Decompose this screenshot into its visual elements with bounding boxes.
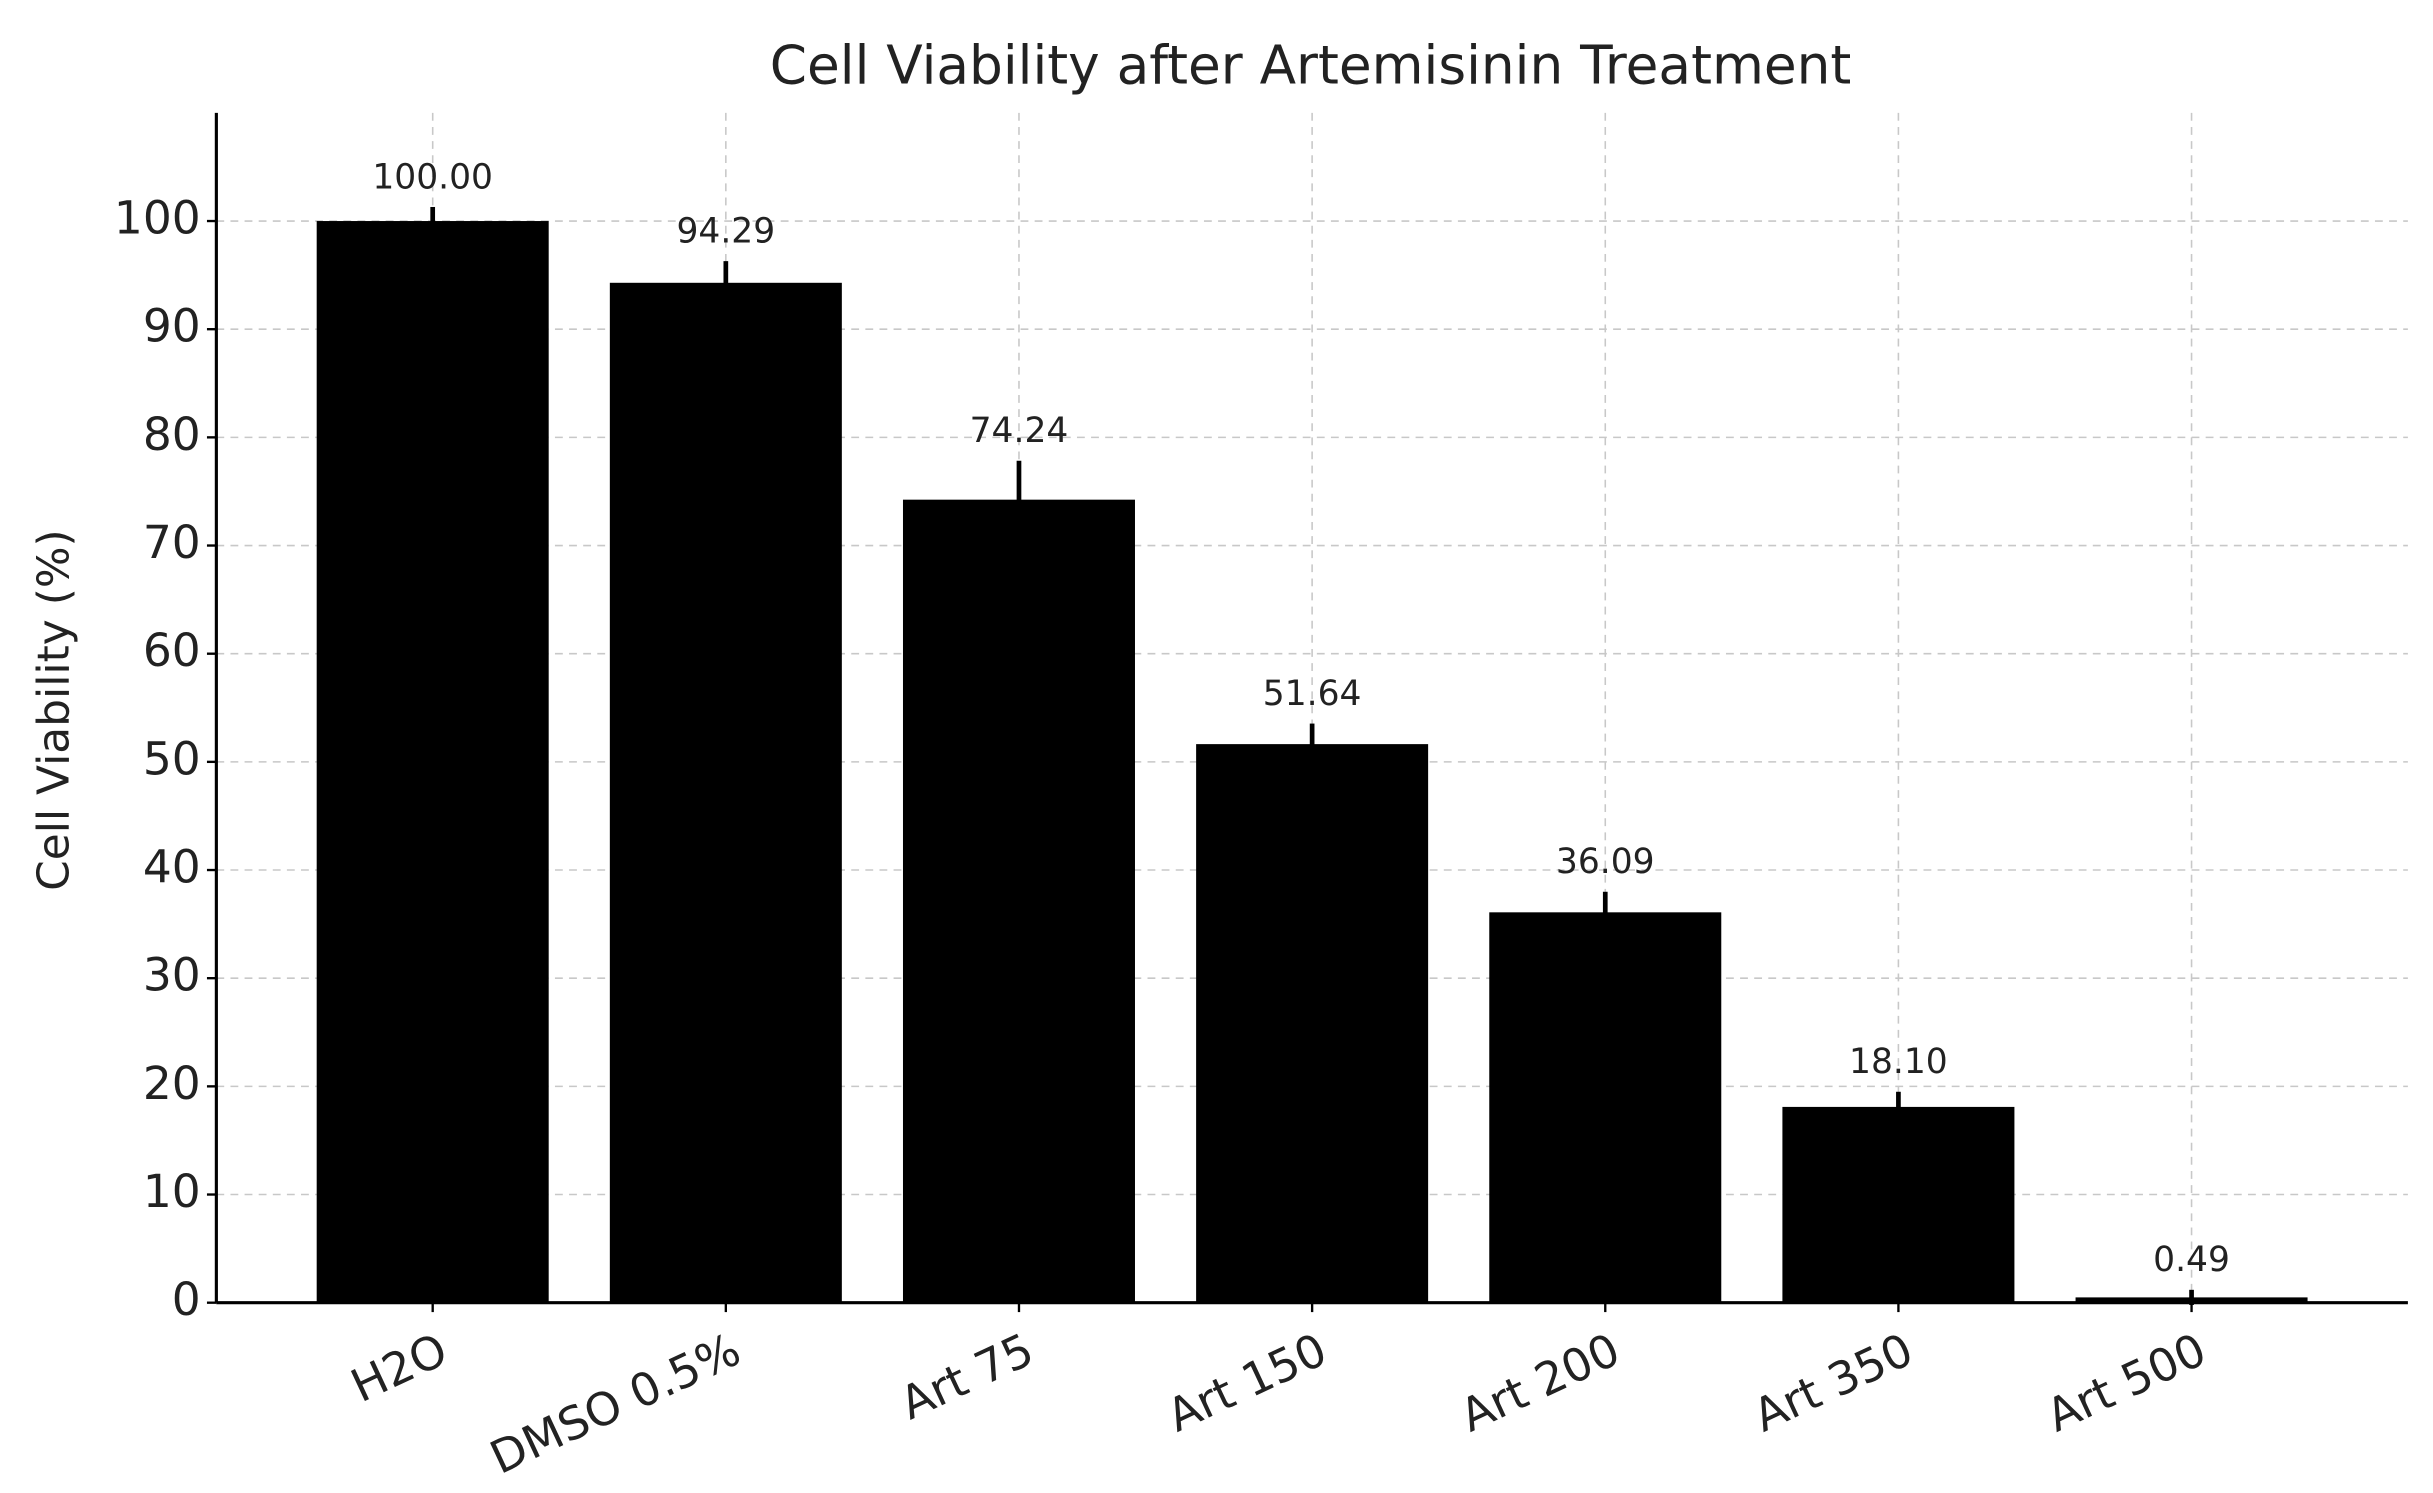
y-tick-label: 0 xyxy=(172,1273,201,1326)
bar xyxy=(609,282,842,1303)
data-label: 74.24 xyxy=(970,411,1069,451)
y-tick-label: 80 xyxy=(143,408,201,461)
data-label: 94.29 xyxy=(676,211,775,251)
bar xyxy=(1196,744,1429,1303)
y-tick-label: 60 xyxy=(143,624,201,677)
x-tick-label: Art 75 xyxy=(892,1323,1041,1430)
x-tick-label: Art 150 xyxy=(1159,1323,1334,1442)
x-tick-label: DMSO 0.5% xyxy=(482,1323,748,1485)
bar xyxy=(902,499,1135,1303)
y-tick-label: 70 xyxy=(143,516,201,569)
y-tick-label: 30 xyxy=(143,949,201,1002)
data-label: 51.64 xyxy=(1263,674,1362,714)
data-label: 100.00 xyxy=(372,157,493,197)
y-tick-label: 20 xyxy=(143,1057,201,1110)
y-tick-label: 50 xyxy=(143,732,201,785)
y-tick-label: 100 xyxy=(114,192,201,245)
x-tick-label: Art 200 xyxy=(1452,1323,1627,1442)
y-tick-label: 40 xyxy=(143,841,201,894)
data-label: 0.49 xyxy=(2153,1240,2230,1280)
x-tick-label: H2O xyxy=(343,1323,455,1413)
data-label: 36.09 xyxy=(1556,842,1655,882)
y-tick-label: 10 xyxy=(143,1165,201,1218)
data-label: 18.10 xyxy=(1849,1042,1948,1082)
bar xyxy=(1489,912,1722,1303)
chart-title: Cell Viability after Artemisinin Treatme… xyxy=(770,35,1852,97)
y-axis-label: Cell Viability (%) xyxy=(28,529,79,891)
y-tick-label: 90 xyxy=(143,300,201,353)
bar xyxy=(316,221,549,1303)
bar xyxy=(1782,1106,2015,1303)
x-tick-label: Art 500 xyxy=(2039,1323,2214,1442)
x-tick-label: Art 350 xyxy=(1745,1323,1920,1442)
